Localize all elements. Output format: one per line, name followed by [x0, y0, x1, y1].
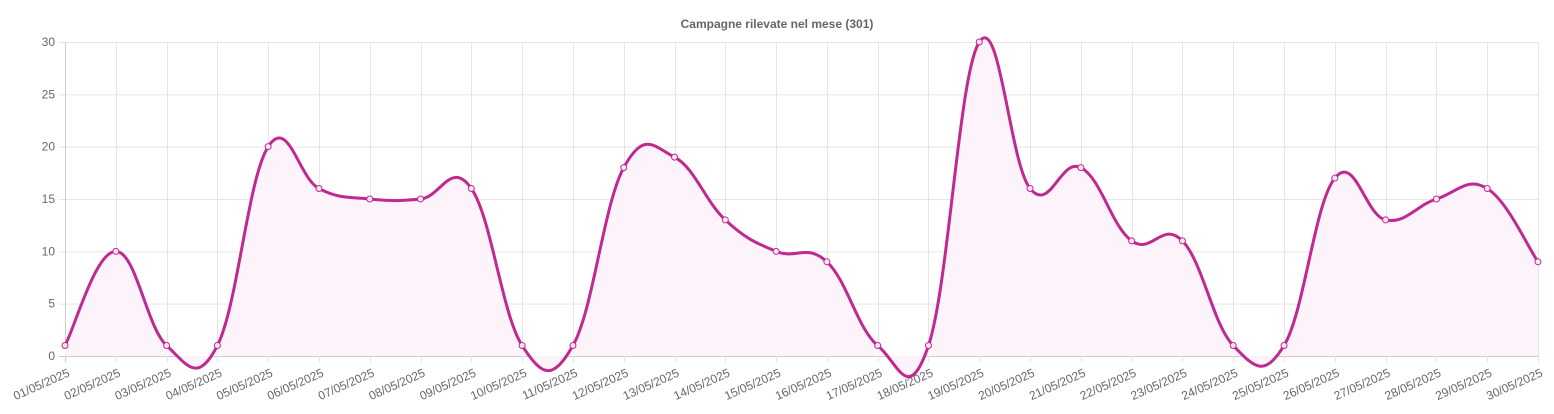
data-point — [1432, 195, 1440, 203]
x-tick-label: 04/05/2025 — [164, 366, 225, 403]
x-tick-label: 19/05/2025 — [925, 366, 986, 403]
y-tick-label: 15 — [42, 192, 56, 206]
x-tick-label: 06/05/2025 — [265, 366, 326, 403]
x-tick-label: 16/05/2025 — [773, 366, 834, 403]
x-tick-label: 14/05/2025 — [671, 366, 732, 403]
data-point — [569, 342, 577, 350]
data-point — [1331, 174, 1339, 182]
x-tick-label: 07/05/2025 — [316, 366, 377, 403]
data-point — [874, 342, 882, 350]
data-point — [315, 185, 323, 193]
x-tick-label: 23/05/2025 — [1129, 366, 1190, 403]
x-tick-label: 21/05/2025 — [1027, 366, 1088, 403]
data-point — [417, 195, 425, 203]
x-axis-ticks: 01/05/202502/05/202503/05/202504/05/2025… — [11, 366, 1545, 403]
x-tick-label: 03/05/2025 — [113, 366, 174, 403]
series-points — [61, 38, 1542, 350]
data-point — [1280, 342, 1288, 350]
data-point — [61, 342, 69, 350]
chart-title: Campagne rilevate nel mese (301) — [680, 17, 874, 31]
x-tick-label: 27/05/2025 — [1332, 366, 1393, 403]
data-point — [721, 216, 729, 224]
y-tick-label: 0 — [48, 349, 55, 363]
x-tick-label: 17/05/2025 — [824, 366, 885, 403]
y-tick-label: 30 — [42, 35, 56, 49]
data-point — [518, 342, 526, 350]
data-point — [1128, 237, 1136, 245]
y-tick-label: 5 — [48, 297, 55, 311]
x-tick-label: 29/05/2025 — [1433, 366, 1494, 403]
data-point — [620, 164, 628, 172]
data-point — [924, 342, 932, 350]
x-tick-label: 12/05/2025 — [570, 366, 631, 403]
y-tick-label: 10 — [42, 244, 56, 258]
data-point — [1483, 185, 1491, 193]
y-tick-label: 25 — [42, 87, 56, 101]
data-point — [1534, 258, 1542, 266]
y-axis-ticks: 0 5 10 15 20 25 30 — [42, 35, 56, 363]
x-tick-label: 25/05/2025 — [1230, 366, 1291, 403]
x-tick-label: 24/05/2025 — [1179, 366, 1240, 403]
x-tick-label: 20/05/2025 — [976, 366, 1037, 403]
data-point — [163, 342, 171, 350]
x-tick-label: 08/05/2025 — [367, 366, 428, 403]
data-point — [467, 185, 475, 193]
data-point — [264, 143, 272, 151]
data-point — [1026, 185, 1034, 193]
data-point — [1382, 216, 1390, 224]
x-tick-label: 15/05/2025 — [722, 366, 783, 403]
x-tick-label: 22/05/2025 — [1078, 366, 1139, 403]
data-point — [823, 258, 831, 266]
data-point — [671, 153, 679, 161]
x-tick-label: 02/05/2025 — [62, 366, 123, 403]
x-tick-label: 13/05/2025 — [621, 366, 682, 403]
series-area — [65, 37, 1538, 377]
data-point — [1077, 164, 1085, 172]
y-tick-label: 20 — [42, 140, 56, 154]
data-point — [1178, 237, 1186, 245]
x-tick-label: 10/05/2025 — [468, 366, 529, 403]
x-tick-label: 26/05/2025 — [1281, 366, 1342, 403]
data-point — [213, 342, 221, 350]
x-tick-label: 28/05/2025 — [1383, 366, 1444, 403]
x-tick-label: 05/05/2025 — [214, 366, 275, 403]
x-tick-label: 01/05/2025 — [11, 366, 72, 403]
data-point — [366, 195, 374, 203]
data-point — [112, 247, 120, 255]
x-tick-label: 09/05/2025 — [417, 366, 478, 403]
data-point — [772, 247, 780, 255]
data-point — [975, 38, 983, 46]
x-tick-label: 30/05/2025 — [1484, 366, 1545, 403]
data-point — [1229, 342, 1237, 350]
